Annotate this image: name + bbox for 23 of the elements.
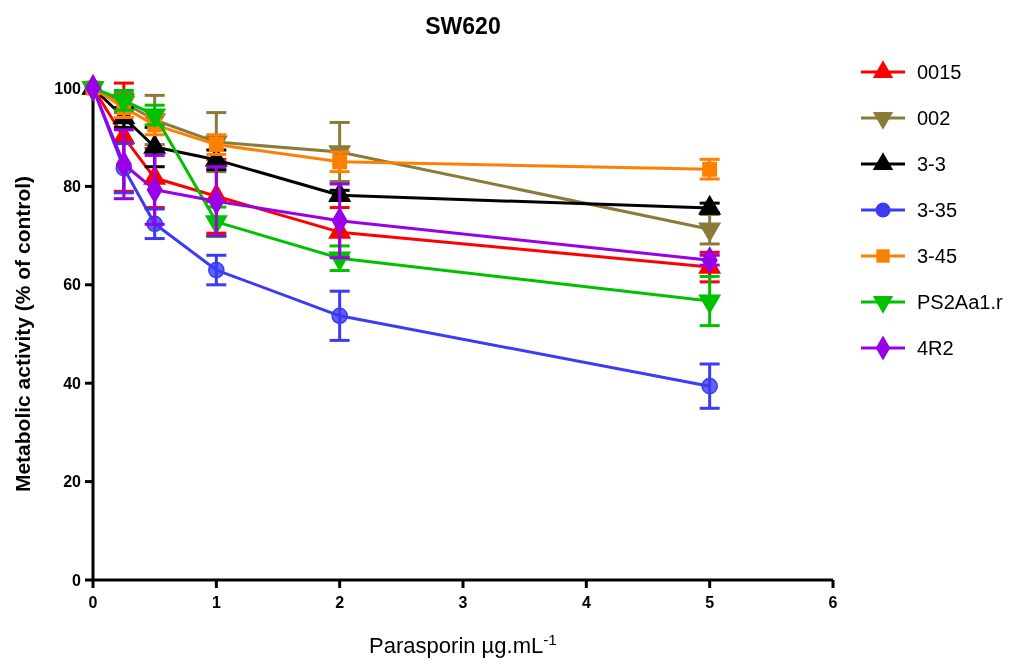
y-tick-label: 60 [63,276,82,294]
x-tick-label: 1 [211,594,221,611]
x-tick-label: 3 [458,594,468,611]
y-tick-label: 40 [63,374,82,392]
legend-label: 4R2 [917,337,954,359]
x-tick-label: 5 [705,594,715,611]
x-tick-label: 0 [88,594,98,611]
y-tick-label: 100 [54,79,82,97]
legend-label: 3-3 [917,153,946,175]
y-tick-label: 20 [63,473,82,491]
y-tick-label: 80 [63,178,82,195]
x-axis-title: Parasporin µg.mL$^{-1}$ [369,630,557,658]
y-tick-label: 0 [72,571,82,589]
legend-label: PS2Aa1.r [917,291,1003,313]
x-tick-label: 6 [828,594,838,611]
chart-title: SW620 [425,13,501,39]
legend-label: 002 [917,107,951,129]
x-tick-label: 4 [581,594,591,611]
legend-label: 3-45 [917,245,958,267]
y-axis-title: Metabolic activity (% of control) [11,175,34,493]
legend-label: 0015 [917,61,962,83]
legend-label: 3-35 [917,199,958,221]
x-tick-label: 2 [335,594,345,611]
